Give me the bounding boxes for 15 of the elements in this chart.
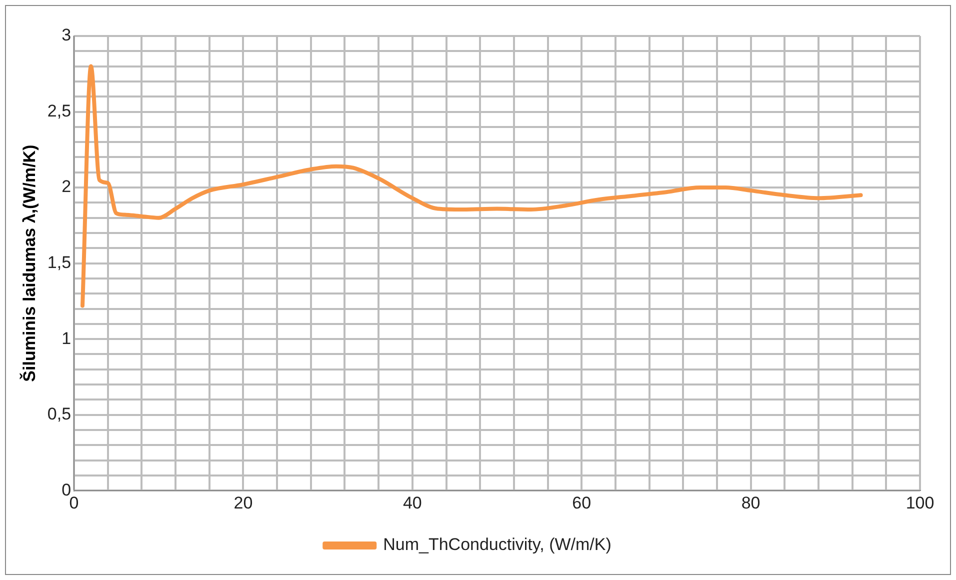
y-tick-label: 0,5 [47,404,72,424]
x-tick-label: 80 [741,493,760,512]
y-tick-label: 0 [62,480,72,500]
line-series [80,64,863,308]
y-tick-label: 2,5 [47,101,72,120]
x-tick-label: 40 [402,493,422,512]
y-tick-label: 1 [62,328,72,348]
legend-label: Num_ThConductivity, (W/m/K) [383,535,612,554]
x-tick-label: 100 [906,493,934,512]
y-tick-label: 2 [62,177,72,196]
y-tick-label: 1,5 [47,252,72,272]
y-axis-title: Šiluminis laidumas λ,(W/m/K) [18,144,39,382]
x-tick-label: 60 [572,493,592,512]
y-tick-label: 3 [62,26,72,45]
x-tick-label: 20 [234,493,253,512]
